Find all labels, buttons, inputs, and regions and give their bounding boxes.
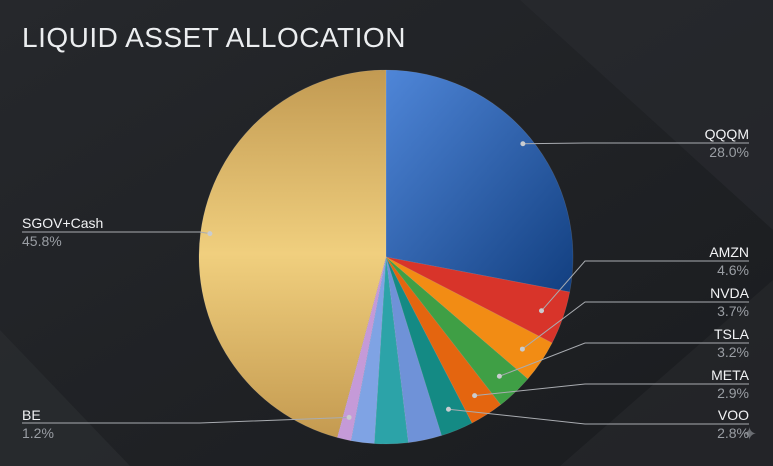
leader-dot bbox=[539, 308, 545, 314]
slice-value: 4.6% bbox=[717, 262, 749, 278]
slice-label: SGOV+Cash bbox=[22, 215, 104, 231]
leader-dot bbox=[519, 346, 525, 352]
pie-slice-amzn bbox=[385, 256, 571, 344]
chart-title: LIQUID ASSET ALLOCATION bbox=[22, 22, 406, 53]
slice-label: VOO bbox=[717, 407, 749, 423]
slice-label: AMZN bbox=[709, 244, 749, 260]
slice-label: META bbox=[711, 367, 749, 383]
legend-label-qqqm: QQQM 28.0% bbox=[705, 125, 749, 161]
legend-label-meta: META 2.9% bbox=[711, 366, 749, 402]
leader-line bbox=[22, 231, 210, 235]
pie-slice-unlabeled-7 bbox=[373, 256, 409, 445]
pie-slice-qqqm bbox=[385, 69, 574, 293]
background-facet bbox=[560, 280, 773, 466]
slice-label: NVDA bbox=[710, 285, 749, 301]
pie-slice-nvda bbox=[385, 256, 553, 380]
slice-value: 45.8% bbox=[22, 233, 62, 249]
slice-value: 2.9% bbox=[717, 385, 749, 401]
leader-dot bbox=[496, 373, 502, 379]
leader-dot bbox=[346, 414, 352, 420]
pie-slice-be bbox=[336, 256, 387, 442]
watermark-sparkle-icon: ✦ bbox=[742, 424, 757, 445]
pie-slice-meta bbox=[385, 256, 502, 424]
pie-slices bbox=[198, 69, 574, 445]
slice-value: 3.7% bbox=[717, 303, 749, 319]
leader-line bbox=[22, 416, 350, 424]
legend-label-sgov-cash: SGOV+Cash 45.8% bbox=[22, 214, 103, 250]
background-facet bbox=[0, 330, 130, 466]
slice-value: 28.0% bbox=[709, 144, 749, 160]
slice-value: 1.2% bbox=[22, 425, 54, 441]
slice-value: 3.2% bbox=[717, 344, 749, 360]
legend-label-be: BE 1.2% bbox=[22, 406, 54, 442]
pie-slice-unlabeled-8 bbox=[350, 256, 387, 444]
legend-label-nvda: NVDA 3.7% bbox=[710, 284, 749, 320]
slice-label: QQQM bbox=[704, 126, 749, 142]
leader-dot bbox=[445, 406, 451, 412]
legend-label-amzn: AMZN 4.6% bbox=[709, 243, 749, 279]
legend-label-voo: VOO 2.8% bbox=[717, 406, 749, 442]
slice-value: 2.8% bbox=[717, 425, 749, 441]
leader-dot bbox=[520, 141, 526, 147]
pie-slice-tsla bbox=[385, 256, 529, 406]
background-facet bbox=[520, 0, 773, 230]
pie-slice-unlabeled-6 bbox=[385, 256, 442, 444]
leader-line bbox=[522, 142, 749, 145]
leader-line bbox=[541, 260, 749, 312]
legend-label-tsla: TSLA 3.2% bbox=[714, 325, 749, 361]
pie-slice-voo bbox=[385, 256, 473, 436]
slice-label: BE bbox=[22, 407, 41, 423]
slice-label: TSLA bbox=[713, 326, 749, 342]
leader-line bbox=[448, 408, 749, 425]
leader-line bbox=[499, 342, 749, 377]
leader-line bbox=[474, 383, 749, 397]
leader-line bbox=[522, 301, 749, 350]
leader-dot bbox=[207, 231, 213, 237]
leader-dot bbox=[472, 393, 478, 399]
leader-lines bbox=[22, 141, 749, 425]
